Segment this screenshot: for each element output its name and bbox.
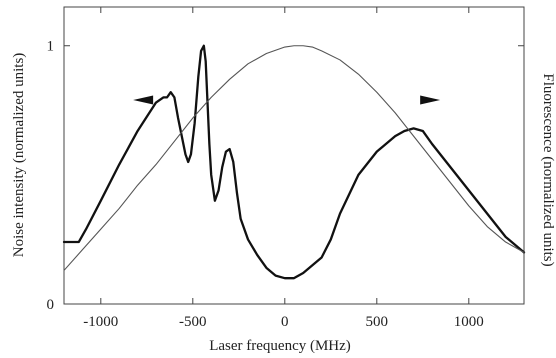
y-axis-right-label: Fluorescence (normalized units) xyxy=(540,73,556,266)
y-axis-left-label: Noise intensity (normalized units) xyxy=(11,53,27,258)
axis-labels: Laser frequency (MHz) Noise intensity (n… xyxy=(11,53,556,354)
series-layer xyxy=(62,44,526,280)
tick-layer: -1000 -500 0 500 1000 0 1 xyxy=(47,7,524,330)
y-tick-label: 0 xyxy=(47,297,55,313)
left-arrow-icon xyxy=(133,95,154,105)
fluorescence-line xyxy=(63,45,525,271)
x-tick-label: -500 xyxy=(179,314,207,330)
x-tick-label: 1000 xyxy=(454,314,484,330)
plot-frame xyxy=(63,6,525,305)
x-tick-label: -1000 xyxy=(83,314,118,330)
noise-intensity-line xyxy=(62,44,526,280)
right-arrow-icon xyxy=(420,95,441,105)
plot-area: -1000 -500 0 500 1000 0 1 xyxy=(47,6,526,330)
x-tick-label: 500 xyxy=(366,314,389,330)
x-axis-label: Laser frequency (MHz) xyxy=(209,338,351,354)
x-tick-label: 0 xyxy=(281,314,289,330)
annotation-layer xyxy=(133,95,441,105)
y-tick-label: 1 xyxy=(47,39,55,55)
